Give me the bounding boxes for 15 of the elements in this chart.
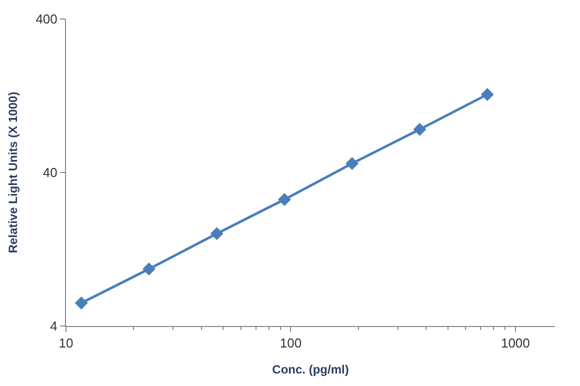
- x-tick-label: 10: [58, 336, 74, 351]
- x-tick-label: 100: [280, 336, 302, 351]
- y-axis-title: Relative Light Units (X 1000): [6, 92, 20, 254]
- x-tick-label: 1000: [500, 336, 530, 351]
- point: [413, 122, 426, 136]
- y-tick-label: 4: [50, 318, 58, 334]
- y-tick-label: 400: [36, 12, 58, 27]
- point: [210, 227, 224, 240]
- point: [74, 296, 88, 310]
- y-tick-label: 40: [42, 165, 58, 180]
- point: [278, 192, 291, 206]
- point: [142, 262, 156, 276]
- point: [480, 88, 494, 101]
- point: [346, 156, 359, 170]
- x-axis-title: Conc. (pg/ml): [272, 362, 349, 376]
